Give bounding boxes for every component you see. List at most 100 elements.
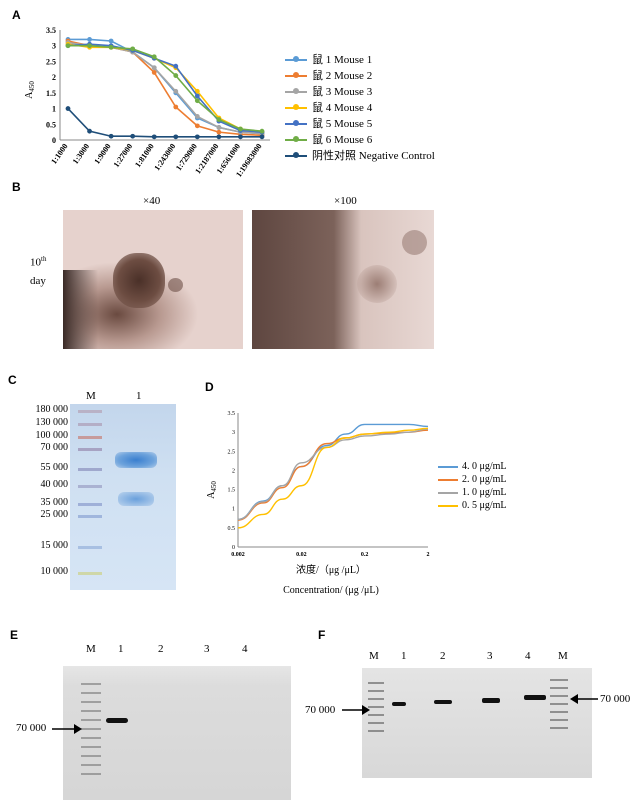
marker-band [78, 546, 102, 549]
lane-label: M [86, 643, 96, 655]
chart-a-series-line [68, 38, 263, 135]
chart-d-xtick: 0.02 [296, 552, 307, 558]
legend-swatch [438, 491, 458, 494]
chart-a-point [194, 98, 200, 104]
marker-size-label: 40 000 [40, 479, 69, 490]
chart-a-ytick: 3 [52, 42, 56, 51]
legend-swatch [438, 504, 458, 507]
legend-swatch [285, 104, 307, 111]
chart-a-point [194, 93, 200, 99]
chart-d-ytick: 2 [232, 468, 235, 474]
chart-d-ytick: 3.5 [228, 411, 236, 417]
legend-item: 鼠 1 Mouse 1 [285, 52, 435, 68]
legend-label: 鼠 6 Mouse 6 [312, 134, 373, 146]
chart-a-point [216, 129, 222, 135]
chart-d-ytick: 2.5 [228, 449, 236, 455]
marker-size-label: 55 000 [40, 462, 69, 473]
band-e-lane-1 [106, 718, 128, 723]
chart-a-series-line [67, 43, 263, 133]
legend-marker [293, 152, 299, 159]
micrograph-100x [252, 210, 434, 349]
marker-size-label: 15 000 [40, 540, 69, 551]
panel-label-b: B [12, 180, 21, 194]
marker-size-label: 35 000 [40, 497, 69, 508]
chart-a-point [238, 126, 243, 132]
panel-c-lane-1: 1 [136, 390, 142, 402]
chart-d: A450 0 0.5 1 1.5 2 2.5 3 3.5 0.002 0.02 0.2 2 浓度/（μ… [206, 411, 430, 596]
chart-a-point [151, 54, 157, 60]
sds-page-gel [70, 404, 176, 590]
lane-label: M [369, 650, 379, 662]
legend-swatch [285, 120, 307, 127]
chart-d-ylabel: A450 [206, 481, 218, 499]
legend-marker [293, 56, 299, 63]
legend-item: 2. 0 μg/mL [438, 473, 507, 486]
cell-colony-main [113, 253, 165, 308]
marker-band [78, 485, 102, 488]
legend-swatch [285, 152, 307, 159]
lane-label: M [558, 650, 568, 662]
legend-swatch [285, 72, 307, 79]
chart-a-series-line [67, 41, 263, 135]
legend-swatch [438, 465, 458, 468]
legend-item: 1. 0 μg/mL [438, 486, 507, 499]
legend-swatch [285, 88, 307, 95]
chart-a-series-line [68, 44, 263, 132]
chart-a-point [259, 128, 265, 134]
chart-a-ytick: 3.5 [46, 26, 56, 35]
panel-label-d: D [205, 380, 214, 394]
marker-lane-e [81, 676, 101, 776]
marker-size-label: 130 000 [35, 417, 69, 428]
arrow-icon [342, 705, 370, 715]
chart-a-point [151, 65, 157, 71]
chart-a-point [216, 117, 222, 122]
legend-label: 0. 5 μg/mL [462, 500, 507, 511]
legend-swatch [285, 56, 307, 63]
legend-label: 阴性对照 Negative Control [312, 150, 435, 162]
marker-band [78, 503, 102, 506]
panel-label-a: A [12, 8, 21, 22]
chart-a-point [173, 88, 179, 94]
legend-item: 鼠 4 Mouse 4 [285, 100, 435, 116]
panel-f-lanes: M 1 2 3 4 M [0, 650, 643, 664]
legend-label: 鼠 5 Mouse 5 [312, 118, 373, 130]
chart-a-ytick: 0 [52, 136, 56, 145]
chart-a-ytick: 2 [52, 73, 56, 82]
legend-item: 鼠 6 Mouse 6 [285, 132, 435, 148]
chart-a-point [87, 37, 92, 42]
panel-f-marker-left: 70 000 [305, 704, 336, 716]
panel-label-c: C [8, 373, 17, 387]
chart-a-ytick: 2.5 [46, 57, 56, 66]
marker-band [78, 468, 102, 471]
chart-a-point [108, 133, 114, 139]
marker-band [78, 410, 102, 413]
chart-a-legend: 鼠 1 Mouse 1 鼠 2 Mouse 2 鼠 3 Mouse 3 鼠 4 Mou… [285, 52, 435, 164]
legend-label: 鼠 2 Mouse 2 [312, 70, 373, 82]
legend-label: 鼠 3 Mouse 3 [312, 86, 373, 98]
panel-label-f: F [318, 628, 326, 642]
legend-item: 0. 5 μg/mL [438, 499, 507, 512]
cell-cluster-top [402, 230, 427, 255]
panel-e-lanes: M 1 2 3 4 [0, 643, 320, 657]
chart-a-point [130, 133, 136, 139]
legend-swatch [285, 136, 307, 143]
legend-item: 鼠 5 Mouse 5 [285, 116, 435, 132]
legend-marker [293, 104, 299, 111]
chart-d-ytick: 1.5 [228, 488, 236, 494]
panel-b-mag-100: ×100 [334, 195, 357, 207]
arrow-icon [570, 694, 598, 704]
chart-a-point [130, 46, 136, 52]
day-number: 10 [30, 256, 41, 269]
marker-lane [78, 404, 102, 590]
legend-label: 鼠 1 Mouse 1 [312, 54, 373, 66]
band-f-lane-1 [392, 702, 406, 706]
legend-label: 鼠 4 Mouse 4 [312, 102, 373, 114]
chart-a-ytick: 1 [52, 105, 56, 114]
legend-swatch [438, 478, 458, 481]
marker-lane-f-left [368, 676, 384, 736]
legend-label: 2. 0 μg/mL [462, 474, 507, 485]
chart-a-point [108, 44, 114, 50]
panel-b-day-label: 10th day [30, 250, 46, 290]
chart-d-xlabel-en: Concentration/ (μg /μL) [283, 585, 379, 596]
chart-d-xtick: 0.2 [361, 552, 369, 558]
